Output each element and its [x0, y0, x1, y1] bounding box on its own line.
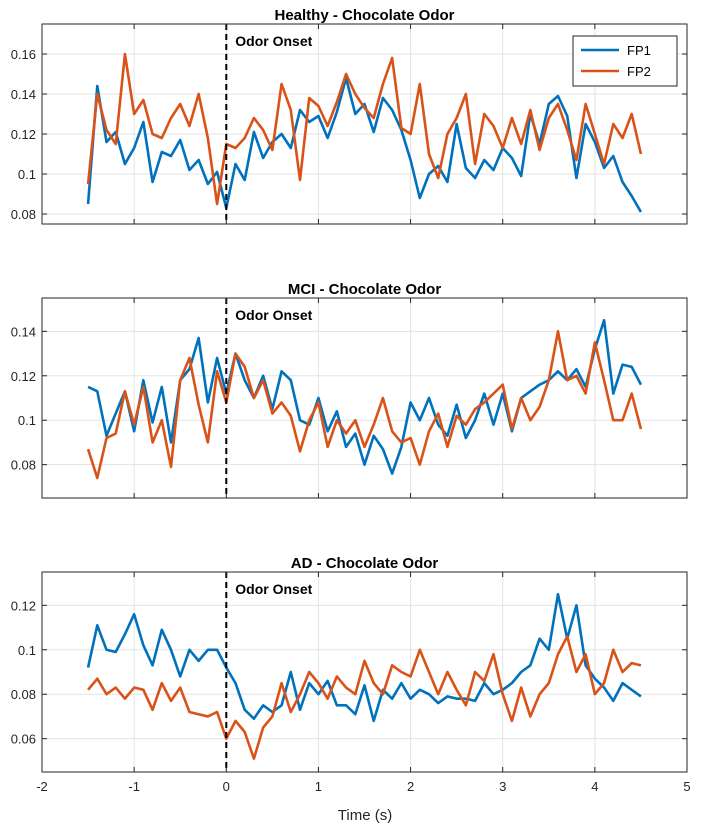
legend-label-fp2: FP2 — [627, 64, 651, 79]
panel-0: 0.08 0.1 0.12 0.14 0.16 Healthy - Chocolate O… — [11, 7, 688, 225]
y-tick-label: 0.12 — [11, 369, 36, 384]
y-tick-label: 0.08 — [11, 207, 36, 222]
panel-title: MCI - Chocolate Odor — [288, 281, 441, 298]
panel-2: 0.06 0.08 0.1 0.12 -2 -1 0 1 2 3 4 5 AD - Chocolate … — [11, 555, 691, 794]
y-tick-label: 0.14 — [11, 87, 36, 102]
y-tick-label: 0.08 — [11, 458, 36, 473]
series-line-fp1 — [86, 76, 643, 213]
x-axis-label: Time (s) — [338, 807, 392, 824]
plot-area — [42, 298, 687, 498]
x-tick-label: 0 — [223, 779, 230, 794]
odor-onset-annotation: Odor Onset — [235, 307, 312, 323]
panel-title: AD - Chocolate Odor — [291, 555, 439, 572]
legend-box — [572, 35, 678, 87]
x-tick-label: 1 — [315, 779, 322, 794]
series-line-fp2 — [86, 52, 643, 206]
series-line-fp1 — [86, 592, 642, 723]
y-tick-label: 0.14 — [11, 324, 36, 339]
y-tick-label: 0.1 — [18, 643, 36, 658]
y-tick-label: 0.16 — [11, 47, 36, 62]
y-tick-label: 0.12 — [11, 127, 36, 142]
plot-frame — [41, 571, 688, 773]
y-tick-label: 0.08 — [11, 687, 36, 702]
x-tick-label: -2 — [36, 779, 48, 794]
x-tick-label: 3 — [499, 779, 506, 794]
x-tick-label: 5 — [683, 779, 690, 794]
x-tick-label: 4 — [591, 779, 598, 794]
legend-label-fp1: FP1 — [627, 43, 651, 58]
panel-title: Healthy - Chocolate Odor — [274, 7, 454, 24]
y-tick-label: 0.1 — [18, 167, 36, 182]
y-tick-label: 0.06 — [11, 732, 36, 747]
plot-frame — [41, 297, 688, 499]
plot-frame — [41, 23, 688, 225]
y-tick-label: 0.12 — [11, 598, 36, 613]
odor-onset-annotation: Odor Onset — [235, 581, 312, 597]
panel-1: 0.08 0.1 0.12 0.14 MCI - Chocolate Odor Odor … — [11, 281, 688, 499]
x-tick-label: -1 — [128, 779, 140, 794]
series-line-fp2 — [87, 635, 642, 760]
y-tick-label: 0.1 — [18, 413, 36, 428]
x-tick-label: 2 — [407, 779, 414, 794]
odor-onset-annotation: Odor Onset — [235, 33, 312, 49]
series-line-fp2 — [86, 330, 643, 480]
